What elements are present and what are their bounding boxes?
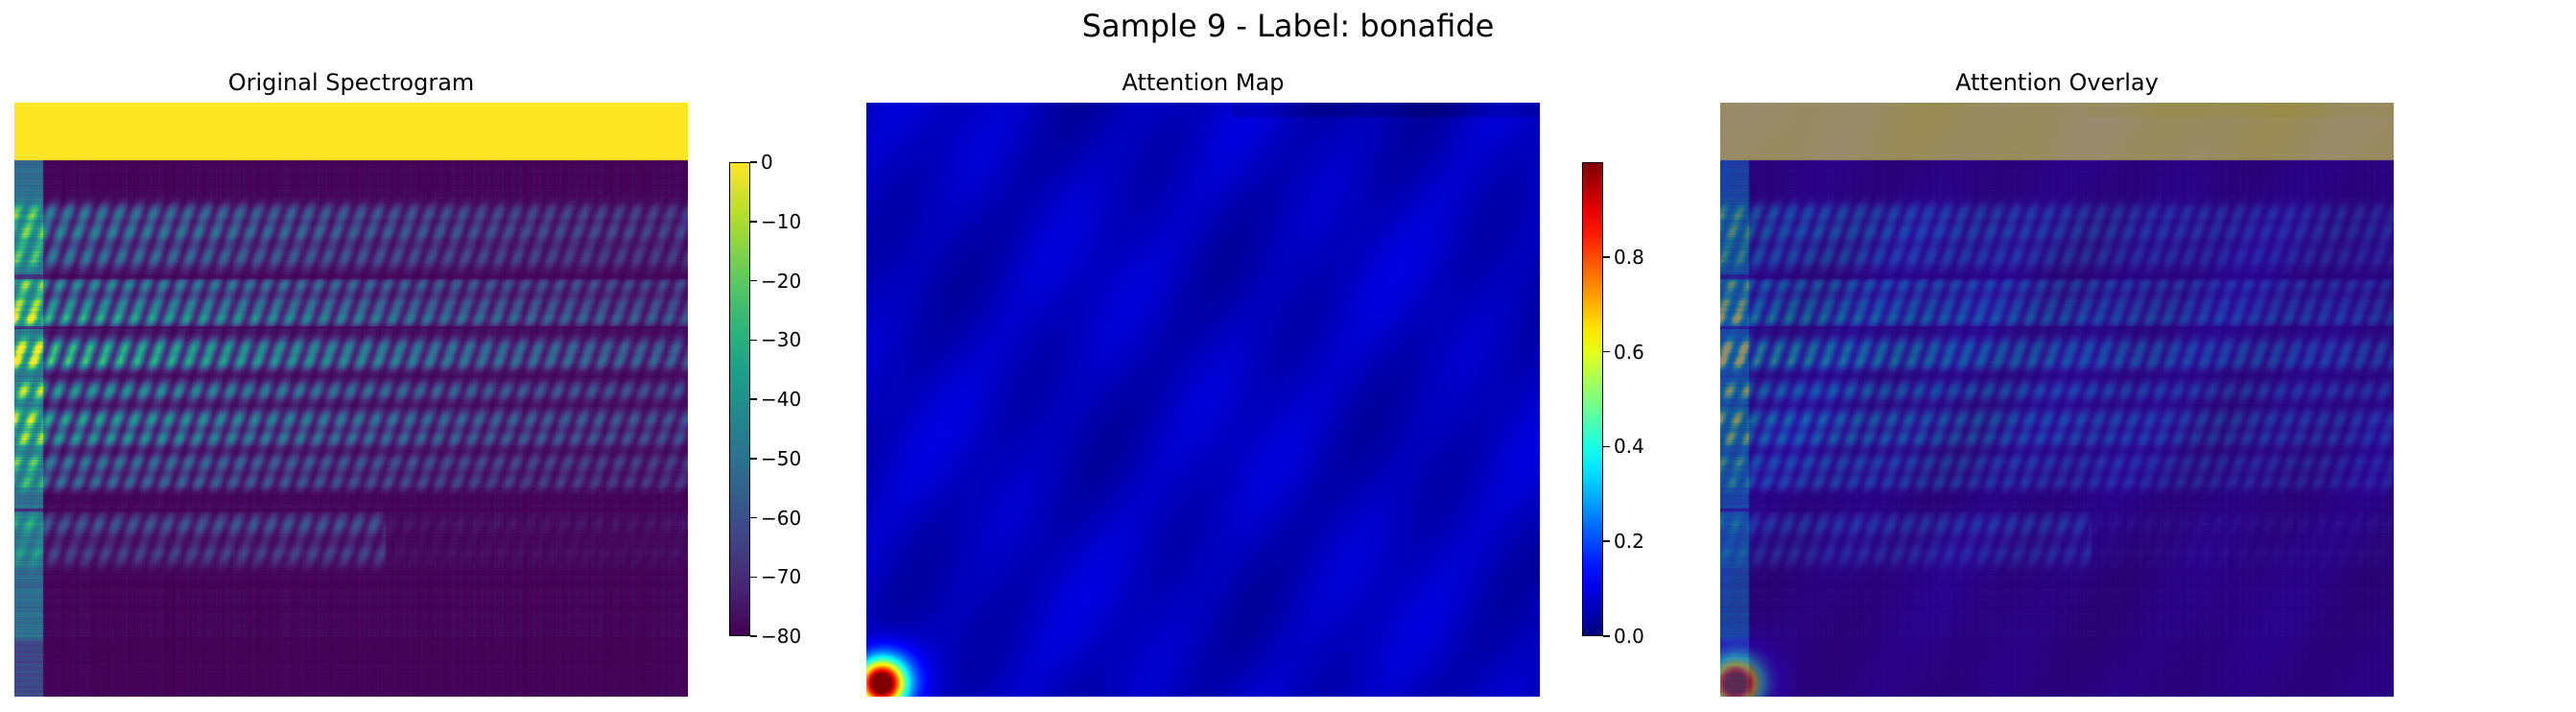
attention-overlay-title: Attention Overlay bbox=[1955, 69, 2159, 96]
spectrogram-colorbar-tick-mark bbox=[750, 221, 757, 223]
spectrogram-colorbar-tick-mark bbox=[750, 398, 757, 400]
spectrogram-colorbar-tick-label: −70 bbox=[761, 565, 802, 589]
attention-colorbar-tick-mark bbox=[1603, 635, 1610, 637]
attention-map-heatmap bbox=[866, 103, 1540, 697]
attention-colorbar-tick-mark bbox=[1603, 256, 1610, 258]
attention-map-title: Attention Map bbox=[1122, 69, 1285, 96]
spectrogram-title: Original Spectrogram bbox=[227, 69, 475, 96]
spectrogram-colorbar-tick-mark bbox=[750, 339, 757, 341]
attention-colorbar bbox=[1582, 162, 1603, 636]
figure-title: Sample 9 - Label: bonafide bbox=[1081, 8, 1495, 44]
attention-colorbar-tick-label: 0.0 bbox=[1614, 625, 1644, 648]
spectrogram-colorbar-tick-label: −20 bbox=[761, 269, 802, 293]
attention-colorbar-tick-label: 0.2 bbox=[1614, 530, 1644, 554]
attention-colorbar-tick-label: 0.8 bbox=[1614, 245, 1644, 269]
attention-colorbar-tick-label: 0.6 bbox=[1614, 340, 1644, 364]
spectrogram-colorbar-tick-mark bbox=[750, 576, 757, 578]
spectrogram-colorbar-tick-mark bbox=[750, 516, 757, 519]
spectrogram-colorbar-tick-label: −40 bbox=[761, 388, 802, 411]
spectrogram-colorbar-tick-label: −80 bbox=[761, 625, 802, 648]
spectrogram-colorbar-tick-label: −50 bbox=[761, 446, 802, 470]
spectrogram-colorbar bbox=[729, 162, 750, 636]
attention-colorbar-tick-label: 0.4 bbox=[1614, 435, 1644, 459]
spectrogram-colorbar-tick-label: 0 bbox=[761, 151, 773, 174]
attention-colorbar-tick-mark bbox=[1603, 350, 1610, 353]
spectrogram-colorbar-tick-mark bbox=[750, 635, 757, 637]
attention-overlay-heatmap bbox=[1720, 103, 2394, 697]
spectrogram-colorbar-tick-mark bbox=[750, 161, 757, 163]
attention-colorbar-tick-mark bbox=[1603, 540, 1610, 542]
spectrogram-colorbar-tick-label: −60 bbox=[761, 506, 802, 530]
attention-colorbar-tick-mark bbox=[1603, 445, 1610, 448]
spectrogram-heatmap bbox=[14, 103, 688, 697]
spectrogram-colorbar-tick-mark bbox=[750, 458, 757, 460]
spectrogram-colorbar-tick-label: −30 bbox=[761, 328, 802, 352]
spectrogram-colorbar-tick-label: −10 bbox=[761, 209, 802, 233]
spectrogram-colorbar-tick-mark bbox=[750, 279, 757, 282]
